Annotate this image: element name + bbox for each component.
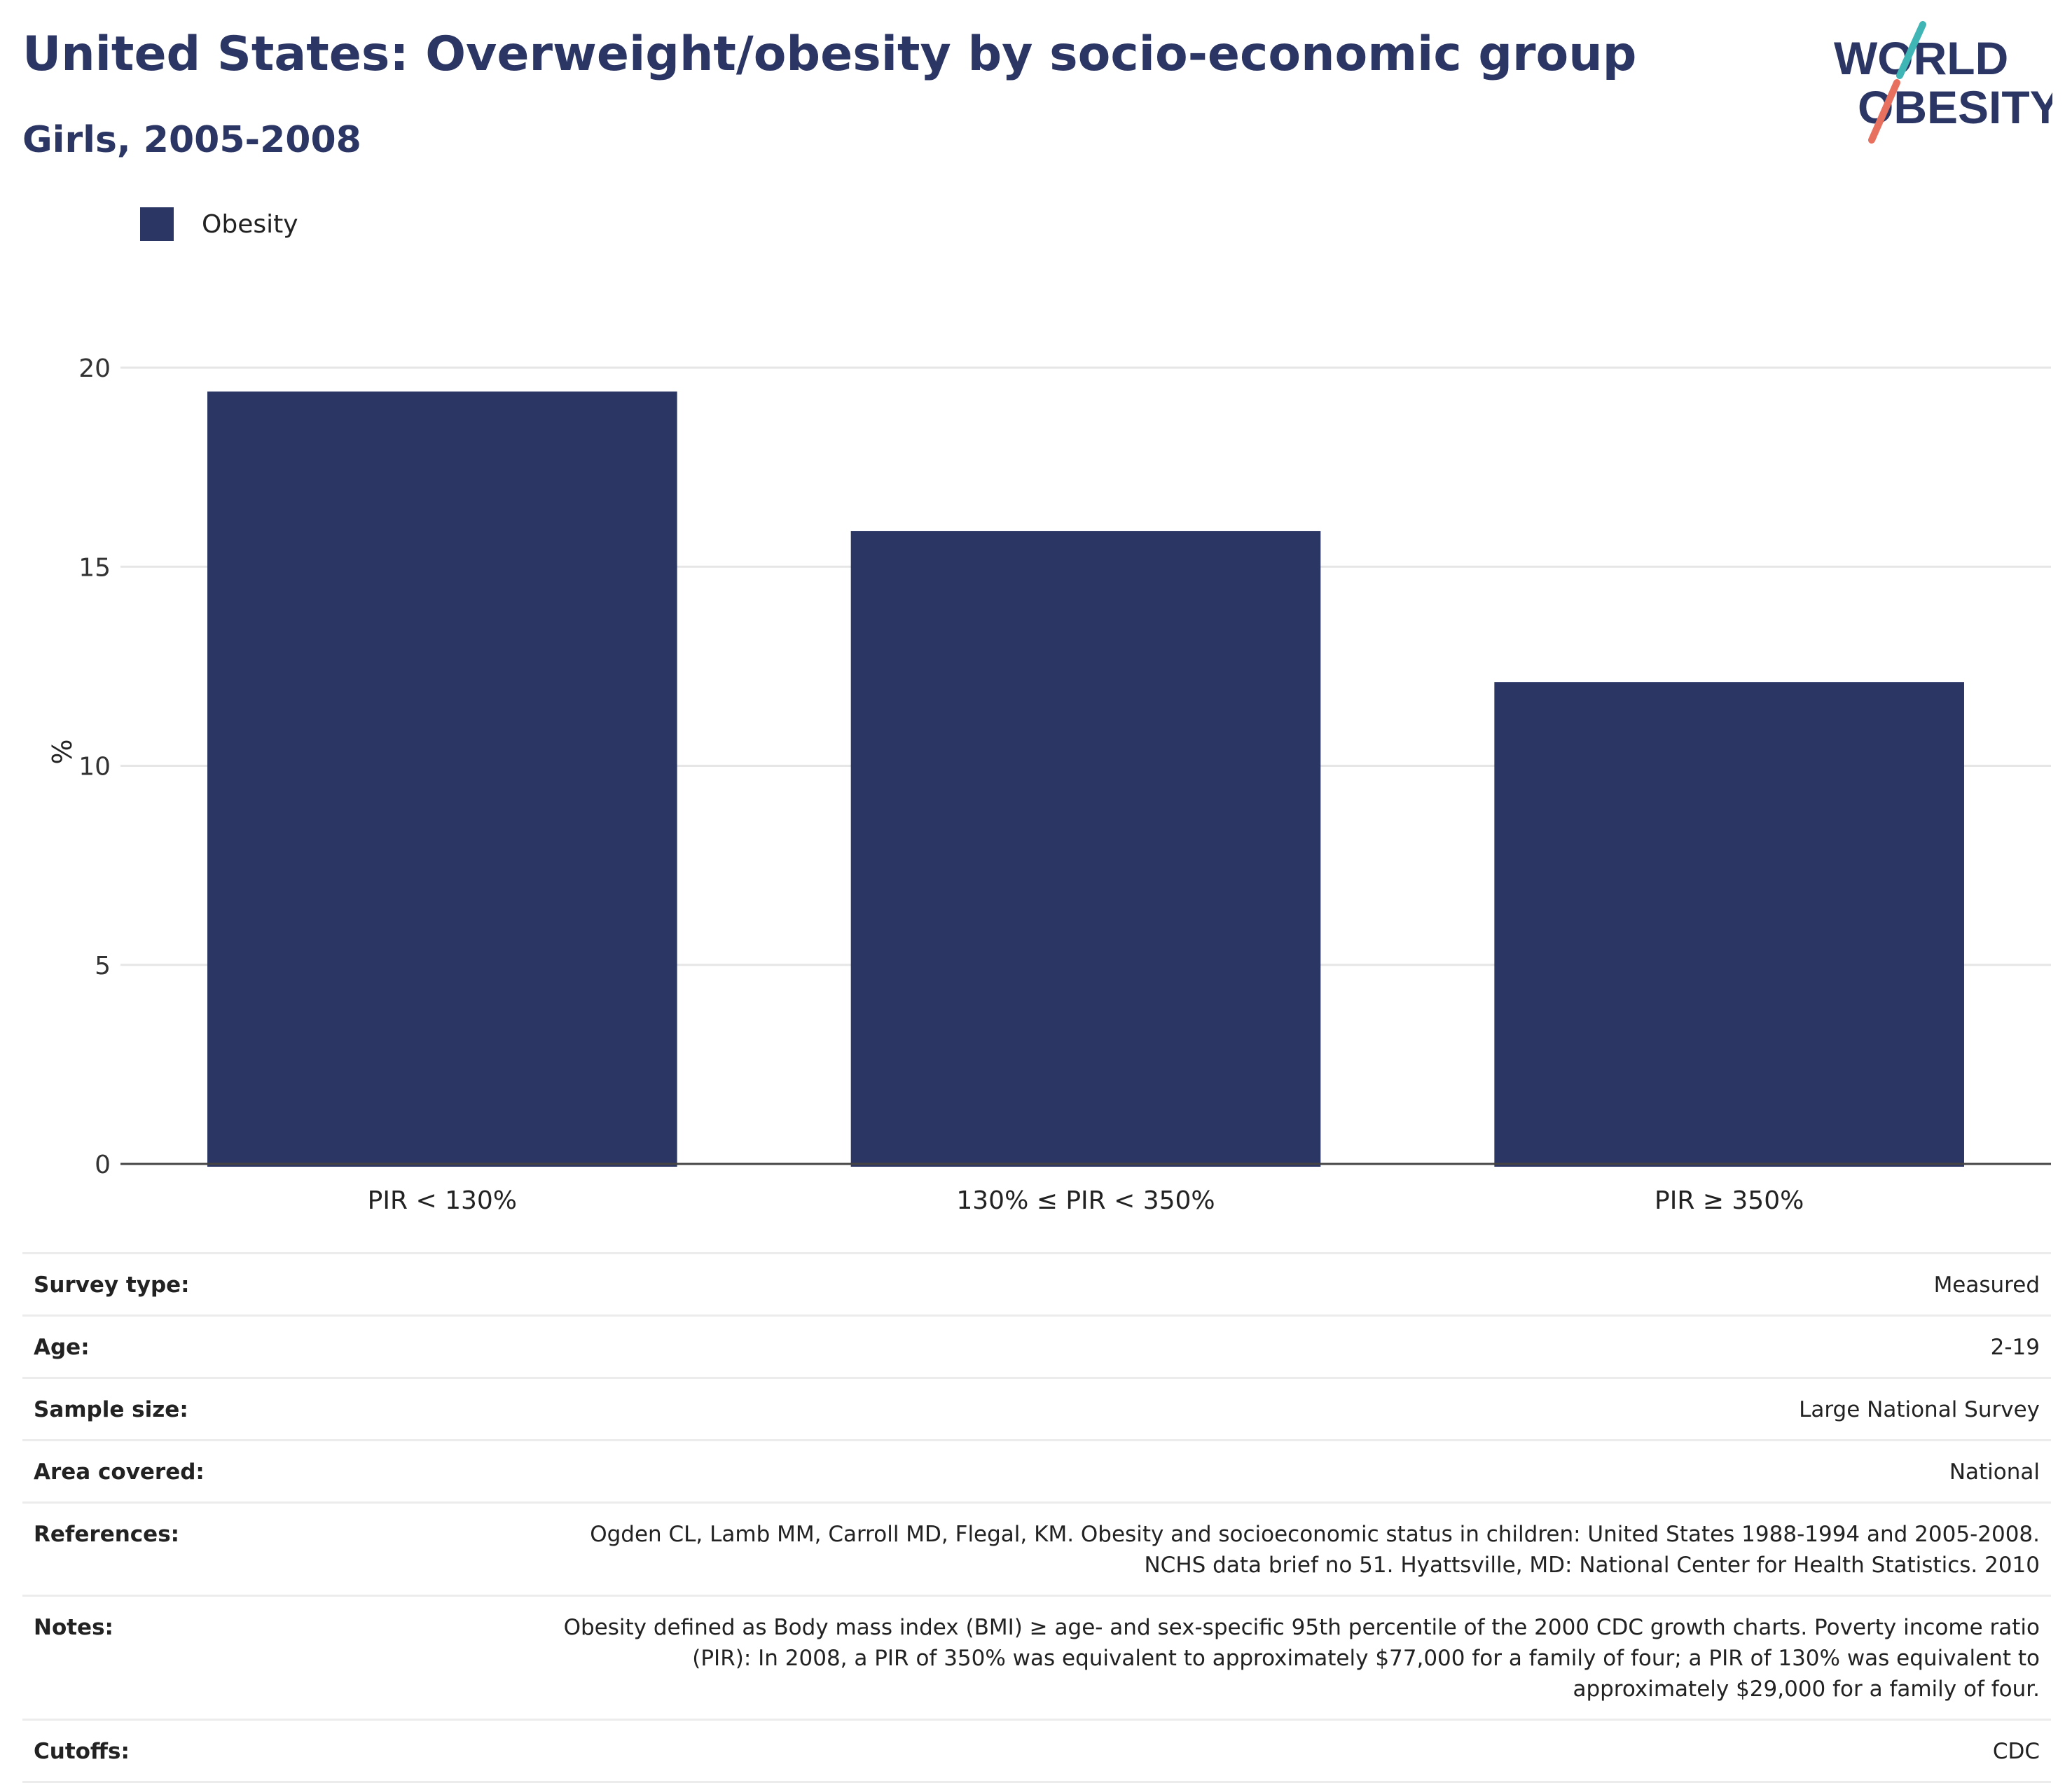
logo-teal-stroke — [1896, 21, 1926, 79]
logo-line-1: WORLD — [1834, 32, 2008, 84]
metadata-value-line: NCHS data brief no 51. Hyattsville, MD: … — [1144, 1553, 2040, 1578]
chart-title: United States: Overweight/obesity by soc… — [22, 27, 1637, 82]
metadata-key: Sample size: — [22, 1377, 395, 1441]
bar — [207, 391, 677, 1167]
metadata-row: Sample size: Large National Survey — [22, 1377, 2051, 1441]
metadata-key: Cutoffs: — [22, 1719, 395, 1783]
metadata-row: Area covered: National — [22, 1439, 2051, 1503]
metadata-key: Notes: — [22, 1595, 395, 1720]
metadata-value: 2-19 — [395, 1314, 2051, 1378]
legend-swatch-obesity — [140, 207, 174, 241]
metadata-row: Age: 2-19 — [22, 1314, 2051, 1378]
metadata-value: Large National Survey — [395, 1377, 2051, 1441]
metadata-value-line: (PIR): In 2008, a PIR of 350% was equiva… — [692, 1646, 2040, 1671]
metadata-value-line: approximately $29,000 for a family of fo… — [1573, 1677, 2040, 1702]
logo-coral-stroke — [1868, 79, 1900, 144]
x-tick-label: PIR < 130% — [368, 1186, 517, 1215]
x-tick-label: PIR ≥ 350% — [1655, 1186, 1804, 1215]
metadata-key: Age: — [22, 1314, 395, 1378]
metadata-value: Measured — [395, 1252, 2051, 1316]
y-tick-label: 10 — [78, 753, 111, 782]
metadata-value: CDC — [395, 1719, 2051, 1783]
metadata-row: Cutoffs: CDC — [22, 1719, 2051, 1783]
chart-legend: Obesity — [140, 207, 298, 241]
metadata-value: National — [395, 1439, 2051, 1503]
bar — [850, 531, 1321, 1167]
survey-metadata-table: Survey type: Measured Age: 2-19 Sample size:… — [22, 1252, 2051, 1783]
y-axis-title: % — [46, 739, 76, 764]
bar — [1494, 682, 1964, 1167]
legend-label-obesity: Obesity — [202, 209, 298, 239]
world-obesity-logo: WORLD OBESITY — [1834, 21, 2052, 144]
metadata-value: Obesity defined as Body mass index (BMI)… — [395, 1595, 2051, 1720]
metadata-value-line: Obesity defined as Body mass index (BMI)… — [563, 1615, 2040, 1640]
x-tick-label: 130% ≤ PIR < 350% — [956, 1186, 1215, 1215]
metadata-row: References: Ogden CL, Lamb MM, Carroll MD… — [22, 1501, 2051, 1596]
y-tick-label: 20 — [78, 354, 111, 383]
metadata-key: Survey type: — [22, 1252, 395, 1316]
metadata-key: References: — [22, 1501, 395, 1596]
y-tick-label: 5 — [95, 952, 111, 980]
metadata-key: Area covered: — [22, 1439, 395, 1503]
metadata-row: Notes: Obesity defined as Body mass index… — [22, 1595, 2051, 1720]
metadata-row: Survey type: Measured — [22, 1252, 2051, 1316]
y-tick-label: 0 — [95, 1151, 111, 1179]
metadata-value: Ogden CL, Lamb MM, Carroll MD, Flegal, K… — [395, 1501, 2051, 1596]
bar-chart: 0 5 10 15 20% PIR < 130% 130% ≤ PIR < 350% PIR … — [46, 354, 2051, 1215]
metadata-value-line: Ogden CL, Lamb MM, Carroll MD, Flegal, K… — [590, 1522, 2040, 1547]
chart-subtitle: Girls, 2005-2008 — [22, 119, 361, 161]
y-tick-label: 15 — [78, 553, 111, 582]
